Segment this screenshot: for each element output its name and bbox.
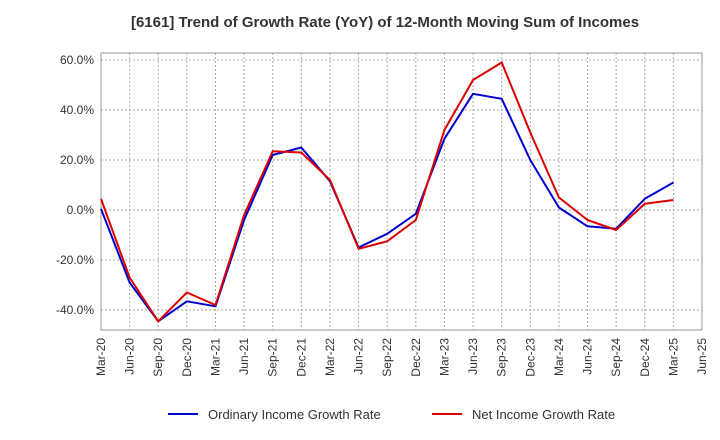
x-tick-label: Jun-25 xyxy=(695,338,709,375)
y-tick-label: 0.0% xyxy=(67,203,95,217)
x-tick-label: Mar-23 xyxy=(437,338,451,376)
x-tick-label: Dec-22 xyxy=(409,338,423,377)
y-axis: 60.0% 40.0% 20.0% 0.0% -20.0% -40.0% xyxy=(56,53,94,317)
x-tick-label: Dec-23 xyxy=(523,338,537,377)
y-tick-label: -20.0% xyxy=(56,253,94,267)
x-tick-label: Jun-20 xyxy=(123,338,137,375)
x-tick-label: Sep-22 xyxy=(380,338,394,377)
y-tick-label: 40.0% xyxy=(60,103,94,117)
x-tick-label: Mar-20 xyxy=(94,338,108,376)
x-tick-label: Dec-24 xyxy=(638,338,652,377)
series-lines xyxy=(100,61,674,323)
y-tick-label: 20.0% xyxy=(60,153,94,167)
x-tick-label: Jun-23 xyxy=(466,338,480,375)
grid-lines xyxy=(101,53,702,330)
x-tick-label: Sep-21 xyxy=(266,338,280,377)
series-line-ordinary-income xyxy=(100,92,674,323)
y-tick-label: -40.0% xyxy=(56,303,94,317)
x-tick-label: Jun-21 xyxy=(237,338,251,375)
x-tick-label: Dec-21 xyxy=(294,338,308,377)
x-tick-label: Mar-25 xyxy=(666,338,680,376)
x-axis: Mar-20 Jun-20 Sep-20 Dec-20 Mar-21 Jun-21 Sep-… xyxy=(94,338,709,377)
x-tick-label: Jun-22 xyxy=(352,338,366,375)
plot-area xyxy=(100,52,703,331)
x-tick-label: Mar-24 xyxy=(552,338,566,376)
legend-label: Ordinary Income Growth Rate xyxy=(208,407,381,422)
x-tick-label: Sep-20 xyxy=(151,338,165,377)
x-tick-label: Mar-22 xyxy=(323,338,337,376)
x-tick-label: Jun-24 xyxy=(581,338,595,375)
x-tick-label: Mar-21 xyxy=(208,338,222,376)
legend-label: Net Income Growth Rate xyxy=(472,407,615,422)
x-tick-label: Sep-24 xyxy=(609,338,623,377)
legend: Ordinary Income Growth Rate Net Income Gr… xyxy=(168,407,615,422)
y-tick-label: 60.0% xyxy=(60,53,94,67)
chart-title: [6161] Trend of Growth Rate (YoY) of 12-… xyxy=(131,14,639,31)
series-line-net-income xyxy=(100,61,674,323)
x-tick-label: Dec-20 xyxy=(180,338,194,377)
x-tick-label: Sep-23 xyxy=(495,338,509,377)
